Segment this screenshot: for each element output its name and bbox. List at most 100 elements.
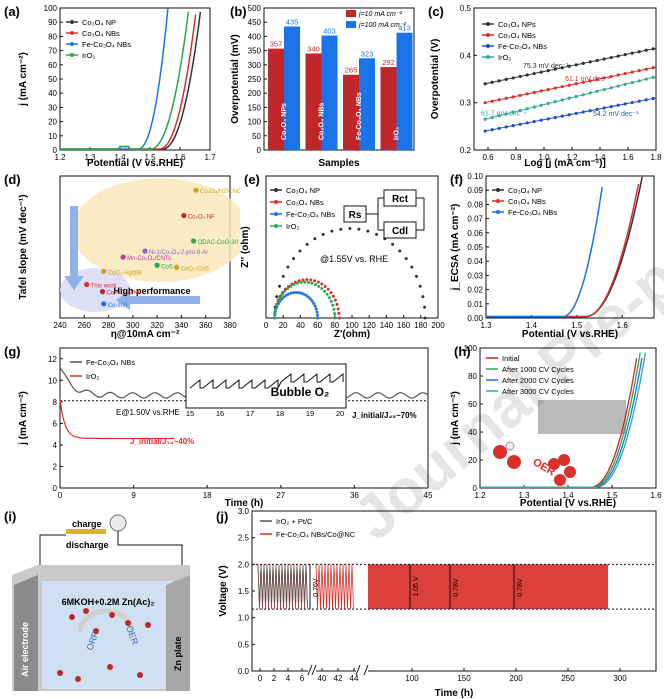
pf-ytick: 0.08 — [467, 200, 483, 209]
pg-xtick: 27 — [276, 491, 285, 500]
pe-point — [303, 280, 307, 284]
pj-xtick: 150 — [457, 674, 471, 683]
panel-j-label: (j) — [216, 509, 228, 524]
ph-xtick: 1.5 — [606, 491, 618, 500]
pe-point — [281, 274, 285, 278]
pj-xtick: 2 — [272, 674, 277, 683]
panel-j-xlabel: Time (h) — [435, 688, 474, 699]
pj-xtick: 44 — [350, 674, 359, 683]
panel-d-arrow-head-down — [64, 276, 84, 290]
pe-legend-marker — [274, 200, 278, 204]
panel-j-ylabel: Voltage (V) — [218, 565, 229, 616]
pe-point — [316, 280, 320, 284]
pd-xtick: 380 — [223, 321, 237, 330]
pe-point — [313, 279, 317, 283]
ph-ytick: 40 — [468, 428, 477, 437]
pj-ytick: 3.0 — [238, 507, 250, 516]
pe-point — [283, 289, 287, 293]
ph-xtick: 1.4 — [562, 491, 574, 500]
pf-ytick: 0.05 — [467, 243, 483, 252]
electrolyte-label: 6MKOH+0.2M Zn(Ac)₂ — [62, 597, 155, 607]
pe-point — [308, 297, 312, 301]
pe-legend-marker — [274, 212, 278, 216]
pc-slope-label: 61.7 mV dec⁻¹ — [481, 110, 527, 117]
pb-bar-value: 340 — [307, 44, 320, 53]
panel-h-xlabel: Potential (V vs.RHE) — [520, 498, 616, 509]
pe-point — [313, 304, 317, 308]
ph-legend-label: After 3000 CV Cycles — [502, 387, 574, 396]
pg-xtick: 0 — [58, 491, 63, 500]
pe-point — [275, 303, 279, 307]
pg-inset-xtick: 16 — [216, 409, 224, 418]
pe-point — [286, 265, 290, 269]
inset-bubble-label: Bubble O₂ — [271, 385, 330, 399]
pf-ytick: 0.00 — [467, 314, 483, 323]
pe-point — [333, 298, 337, 302]
pj-ytick: 1.5 — [238, 587, 250, 596]
panel-h-oer-molecules — [493, 441, 576, 486]
panel-c-label: (c) — [428, 4, 444, 19]
pd-point-label: Co₃O₄/HZ/CNC — [200, 189, 240, 195]
ph-ytick: 60 — [468, 400, 477, 409]
ph-legend-label: Initial — [502, 354, 520, 363]
zn-plate — [166, 575, 190, 691]
pb-ytick: 0 — [257, 146, 262, 155]
pe-point — [304, 293, 308, 297]
pg-legend-label: Fe-Co₃O₄ NBs — [86, 358, 135, 367]
pe-point — [305, 278, 309, 282]
pc-xtick: 1.4 — [594, 153, 606, 162]
pg-ytick: 12 — [48, 355, 57, 364]
pb-bar — [396, 32, 413, 150]
pe-point — [294, 290, 298, 294]
panel-d-annotation: High performance — [113, 286, 190, 296]
pf-ytick: 0.07 — [467, 215, 483, 224]
pb-legend-label: j=100 mA cm⁻² — [358, 22, 406, 29]
pc-fit-line — [485, 66, 657, 104]
pa-ytick: 60 — [48, 61, 57, 70]
panel-a-label: (a) — [4, 4, 20, 19]
pc-slope-label: 54.2 mV dec⁻¹ — [593, 111, 639, 118]
pe-point — [312, 301, 316, 305]
pd-point-label: Mn-Co₃O₄/CNTs — [127, 256, 171, 262]
panel-e-label: (e) — [244, 172, 260, 187]
pd-point-label: Co₃O₄ NF — [188, 215, 215, 221]
pe-point — [292, 291, 296, 295]
pc-legend-marker — [486, 22, 490, 26]
pe-point — [325, 292, 329, 296]
pc-fit-line — [485, 97, 657, 132]
pe-point — [337, 311, 341, 315]
pb-bar — [343, 74, 359, 150]
pe-point — [329, 291, 333, 295]
panel-d-arrow-head-left — [116, 290, 130, 310]
pc-legend-marker — [486, 55, 490, 59]
ph-xtick: 1.6 — [650, 491, 662, 500]
pj-legend-label: Fe-Co₃O₄ NBs/Co@NC — [276, 530, 356, 539]
pc-legend-label: IrO₂ — [498, 53, 511, 62]
pd-point-label: ODAC-CoO-30 — [198, 240, 239, 246]
pe-point — [273, 316, 277, 320]
pd-xtick: 260 — [78, 321, 92, 330]
panel-d-arrow-down — [70, 206, 78, 276]
pc-fit-line — [485, 47, 657, 85]
pe-point — [292, 283, 296, 287]
pb-category-label: Co₃O₄ NBs — [319, 103, 326, 140]
panel-e: (e) 0 20 40 60 80 100 120 140 160 180 200 Co₃O₄ NP… — [240, 172, 445, 340]
pc-xtick: 1.8 — [650, 153, 662, 162]
pb-legend-label: j=10 mA cm⁻² — [358, 11, 403, 18]
circuit-rct: Rct — [392, 194, 409, 205]
pg-inset-xtick: 20 — [336, 409, 344, 418]
pb-ytick: 450 — [248, 18, 262, 27]
pc-point — [483, 129, 487, 133]
pe-point — [331, 294, 335, 298]
pf-legend-label: Co₃O₄ NBs — [508, 197, 546, 206]
pg-inset-xtick: 15 — [186, 409, 194, 418]
pa-series-line — [60, 11, 190, 150]
pb-ytick: 150 — [248, 103, 262, 112]
pa-ytick: 10 — [48, 132, 57, 141]
ph-ytick: 20 — [468, 456, 477, 465]
pf-xtick: 1.4 — [526, 321, 538, 330]
pf-legend-marker — [496, 188, 500, 192]
oxygen-molecules — [57, 608, 151, 682]
pe-point — [273, 312, 277, 316]
pe-point — [297, 279, 301, 283]
